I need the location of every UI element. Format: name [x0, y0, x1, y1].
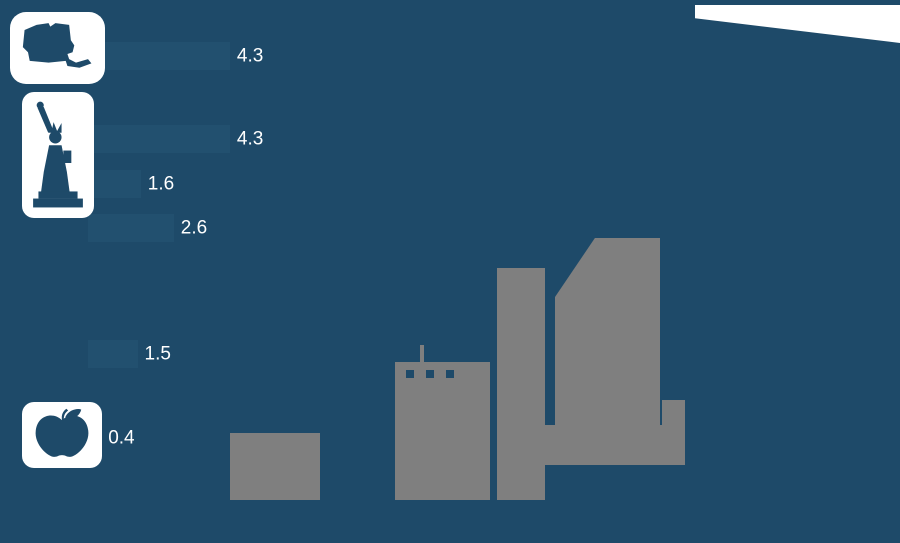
statue-of-liberty-tile	[22, 92, 94, 218]
skyline-building-low	[230, 433, 320, 500]
corner-ribbon	[695, 5, 900, 43]
bar-value-label: 0.4	[108, 427, 135, 449]
building-window	[446, 370, 454, 378]
skyline-building-slanted-top	[555, 238, 660, 465]
apple-tile	[22, 402, 102, 468]
bar-value-label: 2.6	[180, 217, 208, 239]
big-apple-icon	[35, 408, 89, 457]
skyline-antenna	[420, 345, 424, 363]
skyline-building-small	[662, 400, 685, 465]
skyline-building-mid	[395, 362, 490, 500]
ny-state-tile	[10, 12, 105, 84]
bar: 4.3	[88, 42, 263, 70]
building-window	[406, 370, 414, 378]
bar: 4.3	[88, 125, 263, 153]
bar-value-label: 4.3	[236, 45, 264, 67]
ny-state-icon	[22, 23, 91, 68]
bar: 1.5	[88, 340, 171, 368]
building-window	[426, 370, 434, 378]
bar: 2.6	[88, 214, 207, 242]
bar: 1.6	[88, 170, 174, 198]
bar-value-label: 1.6	[147, 173, 175, 195]
bar-value-label: 4.3	[236, 128, 264, 150]
bar-value-label: 1.5	[144, 343, 171, 365]
skyline-building-slim	[497, 268, 545, 500]
statue-of-liberty-icon	[33, 101, 83, 208]
